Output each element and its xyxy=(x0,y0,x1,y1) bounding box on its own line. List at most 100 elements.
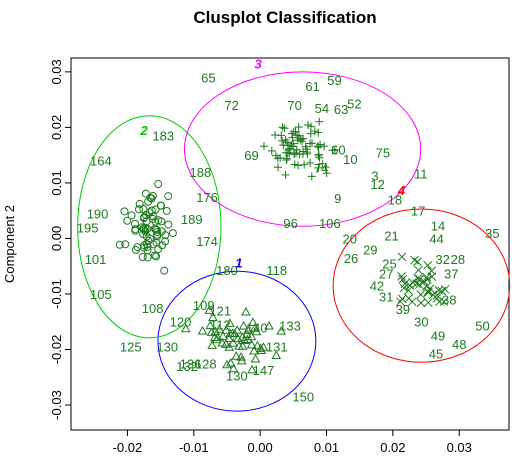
point-label: 136 xyxy=(180,356,202,371)
point-label: 45 xyxy=(429,346,443,361)
data-point-triangle xyxy=(250,354,261,363)
data-point-cross xyxy=(423,260,432,270)
y-tick-label: 0.02 xyxy=(49,115,64,140)
point-label: 28 xyxy=(451,252,465,267)
data-point-plus xyxy=(271,151,280,160)
data-point-circle xyxy=(156,201,165,210)
data-point-circle xyxy=(162,206,171,215)
data-point-circle xyxy=(127,211,136,220)
data-point-triangle xyxy=(250,323,260,332)
data-point-plus xyxy=(315,153,324,162)
point-label: 130 xyxy=(226,369,248,384)
cluster-1-ellipse xyxy=(157,270,317,412)
point-label: 164 xyxy=(90,154,112,169)
data-point-plus xyxy=(289,127,298,136)
point-label: 49 xyxy=(431,329,445,344)
point-label: 63 xyxy=(334,102,348,117)
cluster-3-ellipse xyxy=(183,71,422,227)
point-label: 21 xyxy=(384,229,398,244)
data-point-plus xyxy=(318,159,327,168)
data-point-plus xyxy=(306,158,315,167)
data-point-triangle xyxy=(231,351,242,360)
data-point-plus xyxy=(292,145,301,154)
data-point-plus xyxy=(294,123,303,132)
cluster-3-label: 3 xyxy=(255,57,263,72)
point-label: 42 xyxy=(370,279,384,294)
data-point-plus xyxy=(292,149,301,158)
data-point-plus xyxy=(278,136,287,145)
point-label: 60 xyxy=(331,143,345,158)
point-label: 105 xyxy=(90,287,112,302)
data-point-circle xyxy=(121,240,130,249)
data-points xyxy=(115,117,450,374)
point-label: 9 xyxy=(334,191,341,206)
point-label: 50 xyxy=(475,319,489,334)
data-point-plus xyxy=(308,139,317,148)
data-point-cross xyxy=(437,286,447,296)
data-point-plus xyxy=(290,150,299,159)
x-tick-label: -0.01 xyxy=(179,440,209,455)
y-tick-label: 0.01 xyxy=(49,170,64,195)
data-point-triangle xyxy=(241,329,252,339)
data-point-triangle xyxy=(276,326,287,335)
data-point-circle xyxy=(161,237,170,246)
point-label: 11 xyxy=(414,166,428,181)
data-point-triangle xyxy=(228,338,239,347)
data-point-cross xyxy=(410,255,419,265)
point-label: 101 xyxy=(85,252,107,267)
data-point-plus xyxy=(282,154,291,163)
data-point-triangle xyxy=(225,358,236,367)
data-point-cross xyxy=(398,274,407,284)
point-label: 27 xyxy=(379,266,393,281)
data-point-triangle xyxy=(211,334,222,344)
data-point-triangle xyxy=(233,333,243,343)
data-point-cross xyxy=(412,279,422,288)
data-point-plus xyxy=(284,141,293,150)
point-label: 72 xyxy=(224,98,238,113)
data-point-triangle xyxy=(248,317,258,326)
point-label: 37 xyxy=(444,266,458,281)
data-point-circle xyxy=(141,224,150,233)
data-point-triangle xyxy=(243,325,253,334)
data-point-cross xyxy=(416,290,426,299)
point-label: 61 xyxy=(305,79,319,94)
y-tick-label: 0.03 xyxy=(49,59,64,84)
point-label: 20 xyxy=(342,231,356,246)
data-point-triangle xyxy=(221,325,232,334)
point-label: 54 xyxy=(315,101,329,116)
data-point-cross xyxy=(400,279,410,288)
data-point-plus xyxy=(287,129,296,138)
data-point-circle xyxy=(150,251,159,260)
data-point-cross xyxy=(413,257,422,267)
data-point-circle xyxy=(164,192,173,201)
data-point-triangle xyxy=(208,312,218,322)
y-tick-label: -0.01 xyxy=(49,279,64,309)
point-label: 106 xyxy=(319,216,341,231)
data-point-circle xyxy=(120,207,129,216)
data-point-triangle xyxy=(264,320,274,330)
data-point-plus xyxy=(310,127,319,136)
point-label: 74 xyxy=(314,161,328,176)
data-point-triangle xyxy=(222,359,232,369)
data-point-plus xyxy=(283,148,292,157)
data-point-cross xyxy=(422,272,432,282)
cluster-1-label: 1 xyxy=(235,255,242,270)
point-label: 39 xyxy=(396,302,410,317)
data-point-circle xyxy=(146,193,155,202)
data-point-plus xyxy=(282,156,291,165)
data-point-cross xyxy=(434,286,444,295)
point-label: 120 xyxy=(170,315,192,330)
data-point-circle xyxy=(143,242,152,251)
data-point-triangle xyxy=(214,324,225,333)
data-point-plus xyxy=(314,150,323,159)
point-label: 38 xyxy=(442,293,456,308)
data-point-cross xyxy=(416,298,426,308)
point-label: 12 xyxy=(370,177,384,192)
data-point-triangle xyxy=(225,318,235,327)
data-point-cross xyxy=(413,274,423,283)
data-point-triangle xyxy=(206,327,217,337)
point-label: 174 xyxy=(196,234,218,249)
point-label: 65 xyxy=(201,70,215,85)
data-point-plus xyxy=(299,147,308,156)
